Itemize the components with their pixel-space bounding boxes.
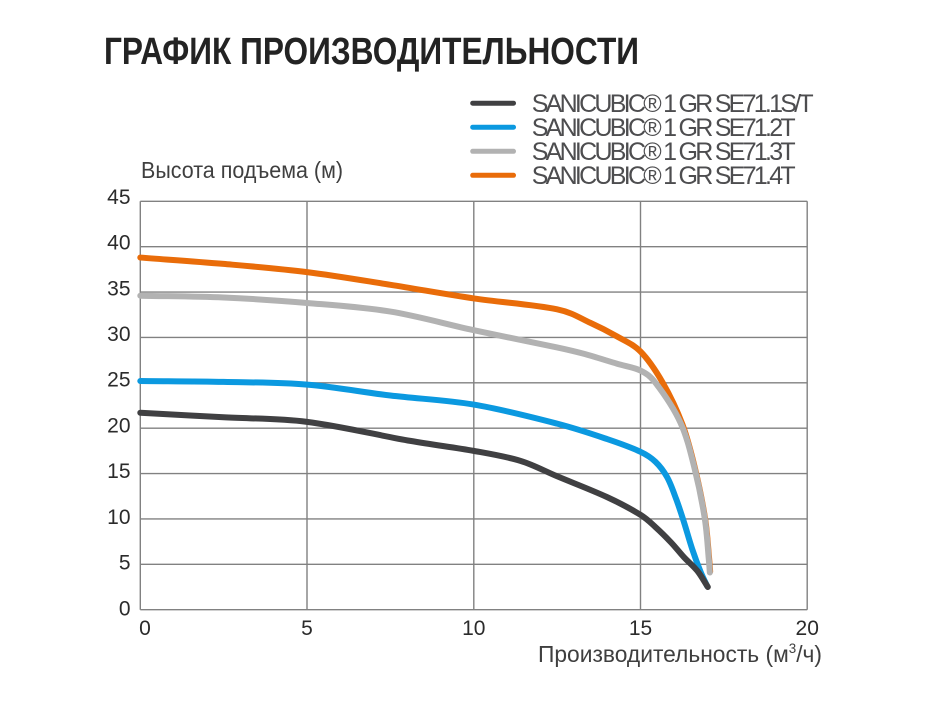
svg-text:SANICUBIC® 1 GR SE71.3T: SANICUBIC® 1 GR SE71.3T: [532, 138, 796, 166]
svg-text:15: 15: [107, 460, 130, 483]
svg-text:10: 10: [462, 617, 485, 640]
svg-text:5: 5: [119, 552, 131, 575]
svg-text:40: 40: [107, 232, 130, 255]
svg-text:ГРАФИК ПРОИЗВОДИТЕЛЬНОСТИ: ГРАФИК ПРОИЗВОДИТЕЛЬНОСТИ: [104, 31, 639, 73]
svg-text:Высота подъема (м): Высота подъема (м): [141, 157, 343, 183]
svg-text:45: 45: [107, 186, 130, 209]
svg-text:Производительность (м3/ч): Производительность (м3/ч): [538, 641, 822, 667]
svg-text:5: 5: [301, 617, 313, 640]
svg-text:10: 10: [107, 506, 130, 529]
svg-text:SANICUBIC® 1 GR SE71.4T: SANICUBIC® 1 GR SE71.4T: [532, 162, 796, 190]
svg-text:0: 0: [119, 597, 131, 620]
svg-text:SANICUBIC® 1 GR SE71.1S/T: SANICUBIC® 1 GR SE71.1S/T: [532, 90, 814, 118]
svg-text:20: 20: [796, 617, 819, 640]
svg-text:35: 35: [107, 277, 130, 300]
svg-text:20: 20: [107, 415, 130, 438]
svg-text:SANICUBIC® 1 GR SE71.2T: SANICUBIC® 1 GR SE71.2T: [532, 114, 796, 142]
svg-text:25: 25: [107, 369, 130, 392]
svg-text:0: 0: [139, 617, 151, 640]
svg-text:15: 15: [629, 617, 652, 640]
svg-text:30: 30: [107, 323, 130, 346]
